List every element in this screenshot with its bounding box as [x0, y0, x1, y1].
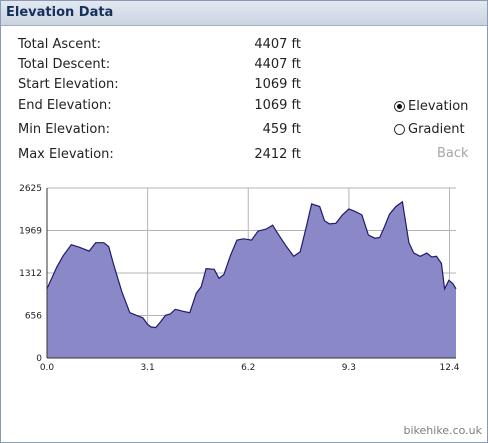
site-credit: bikehike.co.uk: [403, 424, 482, 437]
max-elevation-label: Max Elevation:: [18, 147, 114, 162]
y-tick-label: 1969: [19, 226, 42, 236]
back-button[interactable]: Back: [437, 146, 469, 161]
start-elevation-value: 1069 ft: [254, 77, 301, 92]
radio-circle-icon: [394, 101, 405, 112]
elevation-chart: 0 656 1312 1969 2625 0.0 3.1 6.2 9.3 12.4: [19, 184, 460, 373]
x-tick-label: 3.1: [140, 363, 154, 373]
radio-circle-icon: [394, 124, 405, 135]
total-descent-value: 4407 ft: [254, 57, 301, 72]
min-elevation-label: Min Elevation:: [18, 122, 110, 137]
total-descent-label: Total Descent:: [18, 57, 111, 72]
x-tick-label: 12.4: [439, 363, 459, 373]
min-elevation-value: 459 ft: [262, 122, 301, 137]
total-ascent-value: 4407 ft: [254, 37, 301, 52]
gradient-radio-label: Gradient: [408, 122, 465, 137]
y-tick-label: 1312: [19, 269, 42, 279]
x-tick-label: 0.0: [40, 363, 55, 373]
y-tick-label: 0: [36, 354, 42, 364]
x-tick-label: 6.2: [241, 363, 255, 373]
y-tick-label: 656: [25, 312, 42, 322]
end-elevation-value: 1069 ft: [254, 98, 301, 113]
x-tick-label: 9.3: [342, 363, 356, 373]
panel-titlebar: Elevation Data: [1, 1, 487, 26]
elevation-area: [47, 201, 456, 358]
total-ascent-label: Total Ascent:: [18, 37, 102, 52]
elevation-line: [46, 200, 457, 329]
elevation-radio-label: Elevation: [408, 99, 469, 114]
panel-title: Elevation Data: [6, 5, 114, 20]
elevation-radio[interactable]: Elevation: [394, 99, 468, 114]
gradient-radio[interactable]: Gradient: [394, 122, 465, 137]
start-elevation-label: Start Elevation:: [18, 77, 119, 92]
y-tick-label: 2625: [19, 184, 42, 194]
max-elevation-value: 2412 ft: [254, 147, 301, 162]
end-elevation-label: End Elevation:: [18, 98, 112, 113]
